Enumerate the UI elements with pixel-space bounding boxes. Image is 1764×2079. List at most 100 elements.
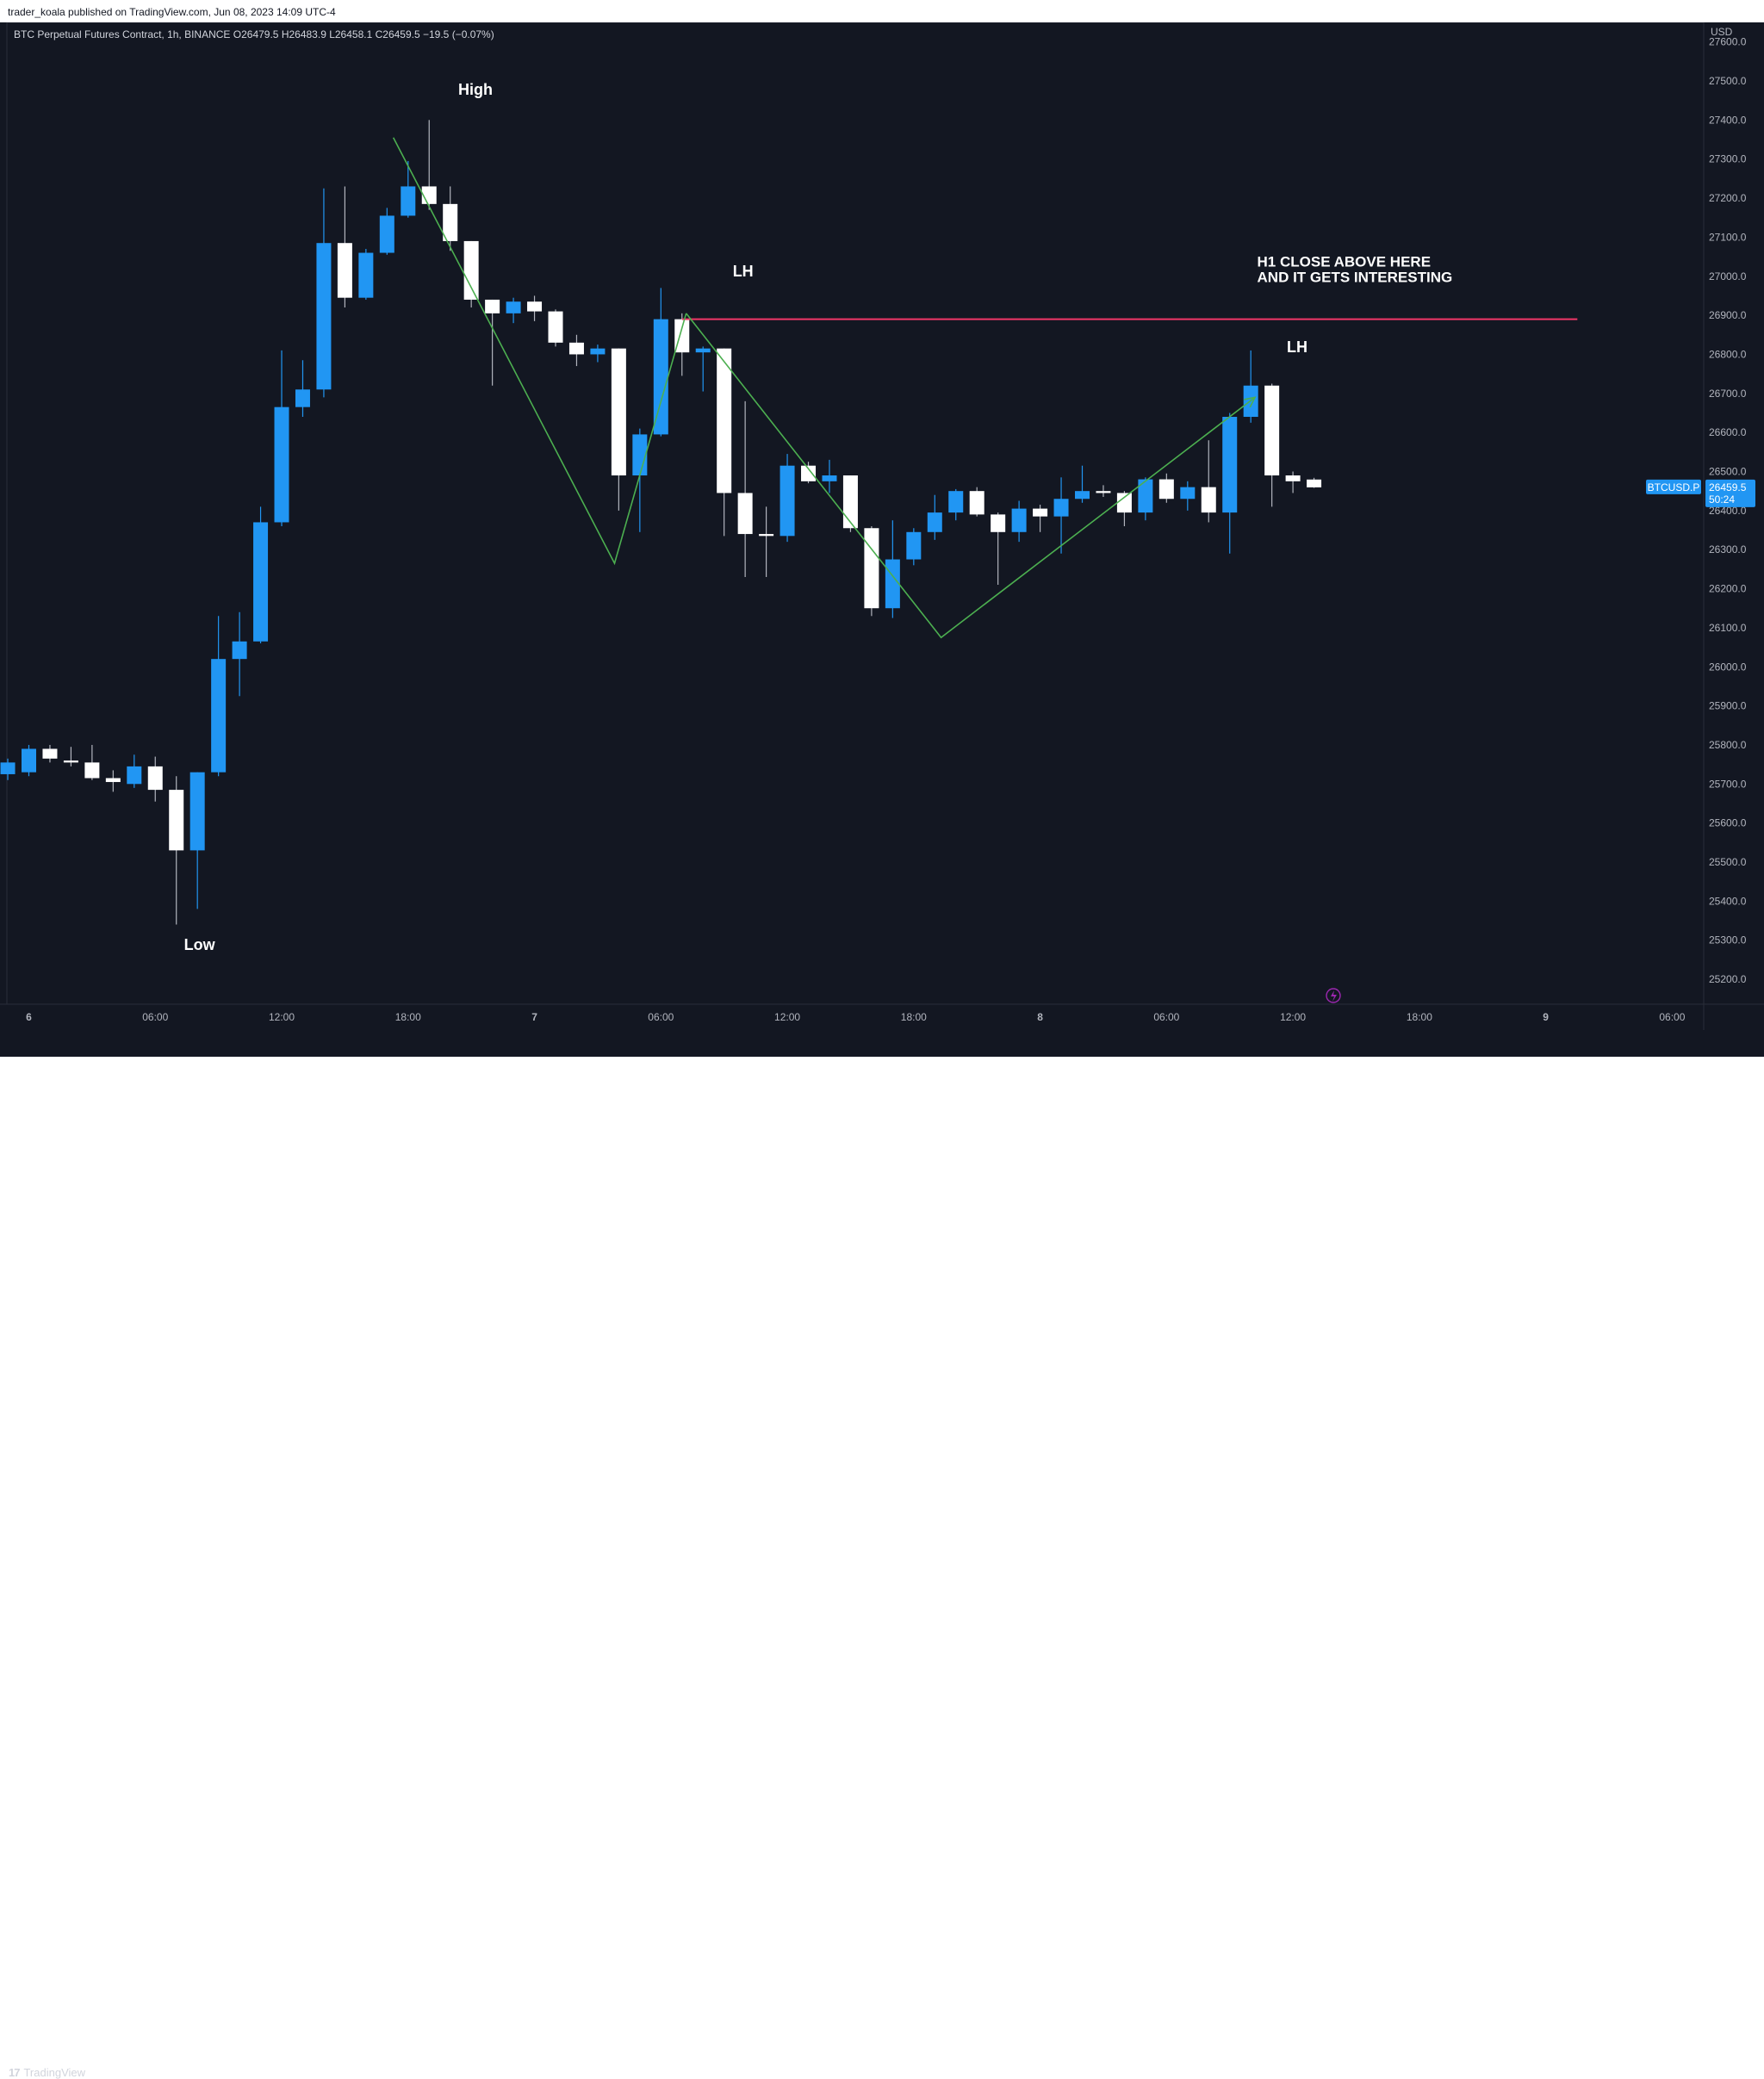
y-tick-label: 27000.0 (1709, 270, 1747, 282)
candle-body[interactable] (463, 240, 479, 300)
candle-body[interactable] (401, 186, 416, 216)
tradingview-logo[interactable]: 17 TradingView (9, 2066, 85, 2079)
candle-body[interactable] (611, 348, 626, 476)
y-tick-label: 25700.0 (1709, 778, 1747, 790)
y-tick-label: 26100.0 (1709, 622, 1747, 634)
x-tick-label: 06:00 (1659, 1011, 1685, 1023)
candle-body[interactable] (842, 475, 858, 529)
x-tick-label: 18:00 (901, 1011, 927, 1023)
last-price-badge (1705, 479, 1755, 507)
candle-body[interactable] (358, 252, 374, 298)
candle-body[interactable] (232, 641, 247, 660)
candle-body[interactable] (1307, 479, 1322, 487)
candle-body[interactable] (1075, 491, 1090, 500)
candle-body[interactable] (1138, 479, 1153, 513)
y-tick-label: 26200.0 (1709, 583, 1747, 595)
candle-body[interactable] (1096, 491, 1111, 493)
candle-body[interactable] (885, 559, 900, 609)
candle-body[interactable] (632, 434, 648, 476)
candle-body[interactable] (801, 465, 817, 481)
candle-body[interactable] (948, 491, 964, 513)
symbol-badge-text: BTCUSD.P (1648, 481, 1700, 493)
candle-body[interactable] (780, 465, 795, 537)
tradingview-logo-icon: 17 (9, 2066, 21, 2079)
footer-bar: 17 TradingView (0, 1030, 1764, 2079)
x-tick-label: 8 (1037, 1011, 1043, 1023)
y-tick-label: 25400.0 (1709, 895, 1747, 907)
candle-body[interactable] (506, 301, 521, 313)
candle-body[interactable] (169, 790, 184, 851)
candle-body[interactable] (1033, 508, 1048, 517)
candle-body[interactable] (105, 778, 121, 783)
candle-body[interactable] (295, 389, 310, 407)
candle-body[interactable] (864, 528, 879, 609)
candle-body[interactable] (1201, 487, 1216, 513)
legend-value: BTC Perpetual Futures Contract, 1h, BINA… (14, 28, 230, 40)
y-tick-label: 26600.0 (1709, 426, 1747, 438)
candle-body[interactable] (42, 748, 58, 759)
candle-body[interactable] (443, 203, 458, 241)
candle-body[interactable] (927, 512, 942, 532)
candle-body[interactable] (211, 659, 227, 773)
candle-body[interactable] (590, 348, 606, 355)
candle-body[interactable] (674, 319, 690, 353)
annotation-label: AND IT GETS INTERESTING (1258, 270, 1453, 286)
chart-background (0, 22, 1764, 1030)
y-tick-label: 26900.0 (1709, 309, 1747, 321)
candle-body[interactable] (717, 348, 732, 493)
candle-body[interactable] (759, 534, 774, 537)
x-tick-label: 12:00 (269, 1011, 295, 1023)
candle-body[interactable] (1285, 475, 1301, 481)
candle-body[interactable] (822, 475, 837, 481)
lightning-bolt-icon (1331, 990, 1337, 1002)
y-tick-label: 27200.0 (1709, 192, 1747, 204)
candle-body[interactable] (274, 406, 289, 523)
candle-body[interactable] (527, 301, 543, 312)
candle-body[interactable] (1180, 487, 1196, 500)
legend-value: −19.5 (−0.07%) (420, 28, 494, 40)
candle-body[interactable] (379, 215, 394, 253)
chart-canvas[interactable]: 25200.0 25300.0 25400.0 25500.0 25600.0 25700… (0, 22, 1764, 1030)
candle-body[interactable] (22, 748, 36, 773)
candle-body[interactable] (189, 772, 205, 851)
candle-body[interactable] (316, 243, 332, 390)
candle-body[interactable] (253, 522, 269, 642)
x-tick-label: 06:00 (142, 1011, 168, 1023)
x-tick-label: 12:00 (774, 1011, 800, 1023)
candle-body[interactable] (485, 299, 500, 313)
candle-body[interactable] (653, 319, 668, 435)
candle-body[interactable] (1158, 479, 1174, 500)
legend-value: H26483.9 (278, 28, 326, 40)
candle-body[interactable] (63, 760, 78, 763)
candle-body[interactable] (568, 342, 584, 355)
last-price-value: 26459.5 (1709, 481, 1747, 493)
candle-body[interactable] (147, 766, 163, 791)
candle-body[interactable] (695, 348, 711, 353)
publish-info-text: trader_koala published on TradingView.co… (8, 6, 336, 18)
candle-body[interactable] (969, 491, 984, 515)
x-tick-label: 18:00 (395, 1011, 421, 1023)
zigzag-trendline-down[interactable] (392, 137, 687, 566)
y-tick-label: 26000.0 (1709, 661, 1747, 673)
x-tick-label: 06:00 (648, 1011, 674, 1023)
candle-body[interactable] (991, 514, 1006, 532)
candle-body[interactable] (84, 762, 100, 779)
annotation-label: Low (184, 936, 216, 953)
candle-body[interactable] (0, 762, 16, 774)
chart-legend: BTC Perpetual Futures Contract, 1h, BINA… (14, 28, 494, 40)
zigzag-trendline-up[interactable] (686, 313, 1256, 639)
annotation-label: LH (1287, 338, 1307, 356)
candle-body[interactable] (127, 766, 142, 785)
candle-body[interactable] (1053, 499, 1069, 517)
candle-body[interactable] (1116, 493, 1132, 513)
candle-body[interactable] (337, 243, 352, 298)
candle-body[interactable] (906, 531, 922, 560)
x-tick-label: 12:00 (1280, 1011, 1306, 1023)
candle-body[interactable] (1222, 417, 1238, 513)
lightning-icon[interactable] (1326, 988, 1341, 1003)
candle-body[interactable] (1011, 508, 1027, 532)
candle-body[interactable] (737, 493, 753, 535)
candle-body[interactable] (1264, 385, 1280, 476)
candle-body[interactable] (548, 311, 563, 343)
y-tick-label: 25800.0 (1709, 739, 1747, 751)
